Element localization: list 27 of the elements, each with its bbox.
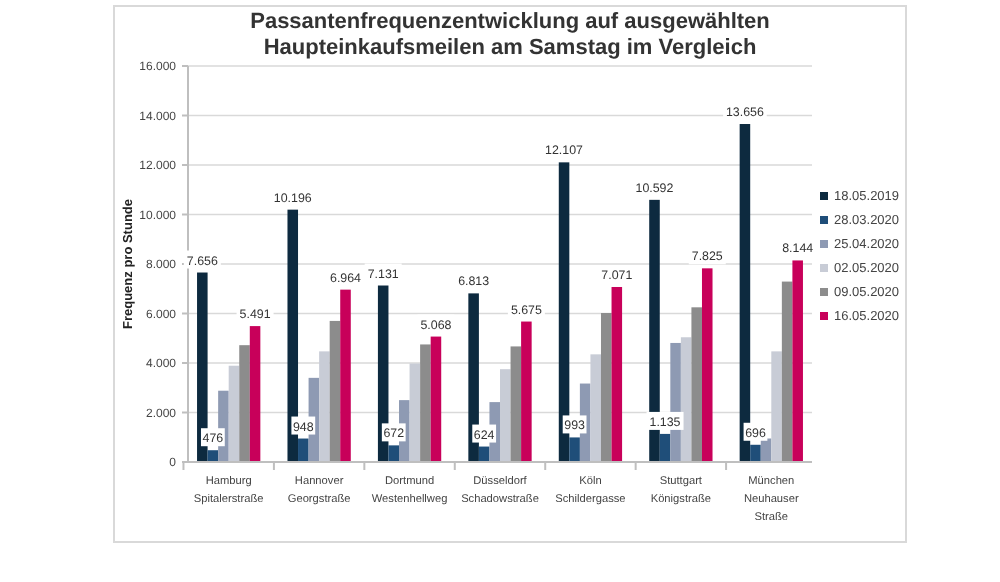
chart-title: Passantenfrequenzentwicklung auf ausgewählten Haupteinkaufsmeilen am Samstag im Vergleich [250, 10, 771, 60]
bar [600, 313, 612, 462]
bar [388, 445, 400, 462]
bar [521, 321, 532, 462]
bar [680, 337, 692, 462]
bar [771, 351, 782, 462]
bar [430, 336, 442, 462]
bar [750, 444, 761, 462]
bar [781, 281, 793, 462]
bar [298, 438, 309, 462]
bar [659, 433, 671, 462]
bar [249, 326, 261, 462]
bar [329, 320, 341, 462]
bar [319, 351, 330, 462]
bar [611, 286, 623, 462]
bar [590, 354, 601, 462]
bar [239, 345, 250, 462]
bar [228, 365, 240, 462]
bar [569, 437, 580, 462]
bar [792, 260, 803, 462]
bar [340, 289, 351, 462]
bar [500, 369, 511, 462]
bar [409, 363, 421, 462]
bar [691, 307, 702, 462]
bar [701, 268, 713, 462]
bar [420, 344, 431, 462]
bar [510, 346, 522, 462]
